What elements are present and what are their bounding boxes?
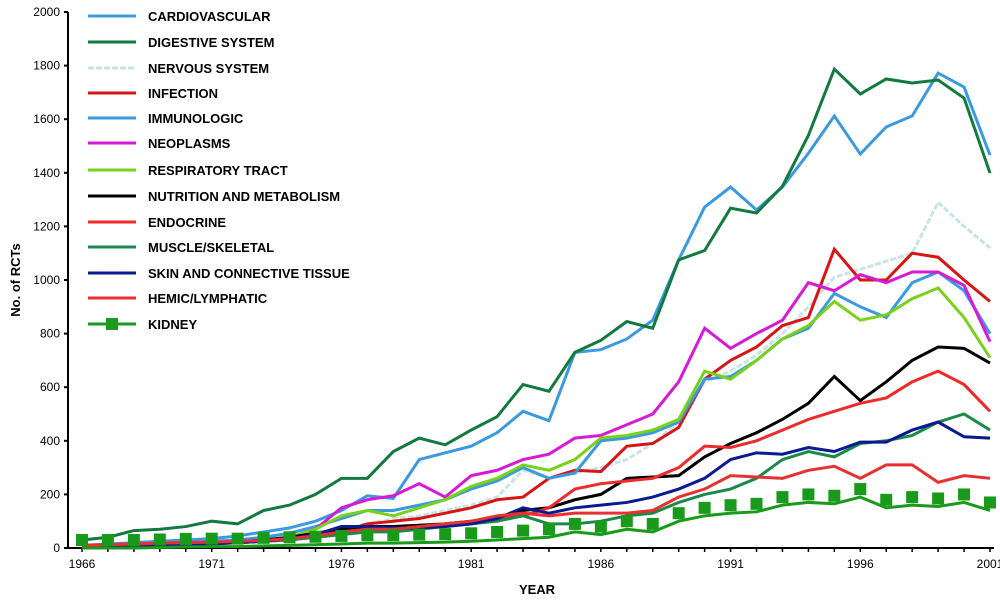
kidney-marker <box>880 493 893 506</box>
kidney-marker <box>932 492 945 505</box>
kidney-marker <box>231 532 244 545</box>
kidney-marker <box>984 496 996 509</box>
series-line-neoplasms <box>82 270 992 549</box>
y-axis-label: No. of RCTs <box>8 243 23 316</box>
series-line-skin-and-connective-tissue <box>81 420 991 550</box>
series-line-hemic-lymphatic <box>81 463 991 547</box>
legend-label: DIGESTIVE SYSTEM <box>148 35 274 50</box>
kidney-marker <box>854 483 867 496</box>
y-tick-label: 0 <box>53 541 60 555</box>
kidney-marker <box>76 534 88 546</box>
series-line-immunologic <box>81 270 992 547</box>
legend: CARDIOVASCULAR DIGESTIVE SYSTEM NERVOUS SY… <box>88 9 350 332</box>
kidney-marker <box>309 530 322 543</box>
kidney-marker <box>906 491 919 504</box>
legend-marker <box>106 318 118 330</box>
kidney-marker <box>568 517 581 530</box>
legend-label: MUSCLE/SKELETAL <box>148 240 274 255</box>
kidney-marker <box>672 507 685 520</box>
x-tick-label: 1981 <box>458 557 485 571</box>
x-tick-label: 1966 <box>69 557 96 571</box>
y-tick-label: 600 <box>40 380 60 394</box>
y-tick-label: 1800 <box>33 59 60 73</box>
x-tick-label: 1991 <box>717 557 744 571</box>
x-tick-label: 1971 <box>198 557 225 571</box>
kidney-marker <box>542 523 555 536</box>
kidney-marker <box>750 497 763 510</box>
x-tick-label: 1996 <box>847 557 874 571</box>
legend-label: SKIN AND CONNECTIVE TISSUE <box>148 266 350 281</box>
kidney-marker <box>387 529 400 542</box>
x-tick-label: 1986 <box>588 557 615 571</box>
legend-label: KIDNEY <box>148 317 197 332</box>
kidney-marker <box>620 515 633 528</box>
kidney-marker <box>205 532 218 545</box>
legend-label: NERVOUS SYSTEM <box>148 61 269 76</box>
legend-label: CARDIOVASCULAR <box>148 9 271 24</box>
kidney-marker <box>802 488 815 501</box>
kidney-marker <box>361 529 374 542</box>
legend-label: INFECTION <box>148 86 218 101</box>
kidney-marker <box>413 528 426 541</box>
kidney-marker <box>698 501 711 514</box>
kidney-marker <box>594 520 607 533</box>
kidney-marker <box>335 529 348 542</box>
y-tick-label: 1000 <box>33 273 60 287</box>
kidney-marker <box>283 531 296 544</box>
series-line-kidney <box>82 495 991 550</box>
legend-label: RESPIRATORY TRACT <box>148 163 288 178</box>
y-tick-label: 200 <box>40 487 60 501</box>
y-tick-label: 800 <box>40 327 60 341</box>
legend-label: HEMIC/LYMPHATIC <box>148 291 268 306</box>
series-line-nervous-system <box>81 199 991 549</box>
kidney-marker <box>646 517 659 530</box>
x-tick-label: 1976 <box>328 557 355 571</box>
kidney-marker <box>958 488 971 501</box>
series-line-muscle-skeletal <box>81 412 991 549</box>
y-tick-label: 400 <box>40 434 60 448</box>
kidney-marker <box>776 491 789 504</box>
kidney-marker <box>101 534 114 546</box>
legend-label: NEOPLASMS <box>148 136 231 151</box>
kidney-marker <box>465 527 478 540</box>
series-line-digestive-system <box>81 66 992 542</box>
kidney-marker <box>491 525 504 538</box>
kidney-marker <box>439 528 452 541</box>
kidney-marker <box>153 533 166 546</box>
kidney-marker <box>179 532 192 545</box>
legend-label: IMMUNOLOGIC <box>148 111 244 126</box>
kidney-marker <box>257 531 270 544</box>
series-lines <box>76 66 996 550</box>
legend-label: ENDOCRINE <box>148 215 226 230</box>
y-tick-label: 2000 <box>33 5 60 19</box>
kidney-marker <box>724 499 737 512</box>
y-tick-label: 1200 <box>33 219 60 233</box>
kidney-marker <box>517 524 530 537</box>
kidney-marker <box>828 489 841 502</box>
legend-label: NUTRITION AND METABOLISM <box>148 189 340 204</box>
x-axis-label: YEAR <box>519 582 556 597</box>
kidney-marker <box>127 534 140 546</box>
y-tick-label: 1400 <box>33 166 60 180</box>
y-tick-label: 1600 <box>33 112 60 126</box>
